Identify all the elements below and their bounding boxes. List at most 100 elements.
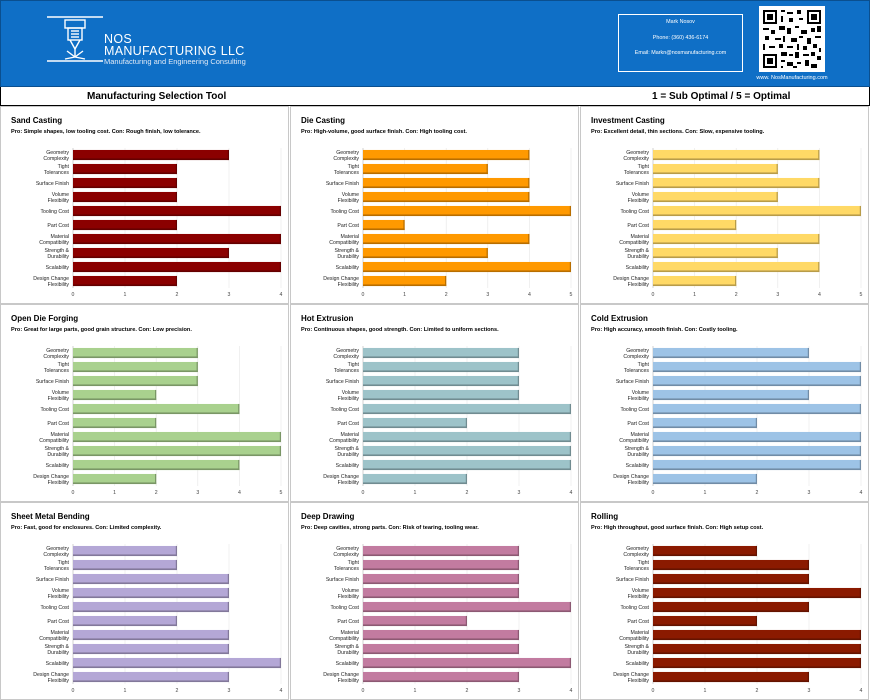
bar-edge bbox=[227, 587, 229, 599]
bar[interactable] bbox=[73, 417, 157, 429]
bar[interactable] bbox=[363, 275, 447, 287]
bar[interactable] bbox=[73, 657, 281, 669]
bar[interactable] bbox=[363, 347, 519, 359]
bar[interactable] bbox=[73, 191, 177, 203]
bar-shadow bbox=[653, 454, 861, 457]
bar[interactable] bbox=[73, 275, 177, 287]
bar[interactable] bbox=[73, 261, 281, 273]
bar[interactable] bbox=[73, 149, 229, 161]
bar[interactable] bbox=[73, 573, 229, 585]
bar[interactable] bbox=[653, 403, 861, 415]
bar[interactable] bbox=[73, 375, 198, 387]
bar[interactable] bbox=[653, 473, 757, 485]
bar[interactable] bbox=[653, 587, 861, 599]
bar[interactable] bbox=[363, 233, 530, 245]
bar[interactable] bbox=[653, 459, 861, 471]
bar[interactable] bbox=[73, 671, 229, 683]
bar[interactable] bbox=[363, 643, 519, 655]
bar[interactable] bbox=[653, 275, 737, 287]
bar[interactable] bbox=[363, 361, 519, 373]
category-label: Flexibility bbox=[48, 396, 70, 402]
bar[interactable] bbox=[73, 643, 229, 655]
bar[interactable] bbox=[73, 587, 229, 599]
bar[interactable] bbox=[653, 545, 757, 557]
bar[interactable] bbox=[363, 559, 519, 571]
bar[interactable] bbox=[653, 149, 820, 161]
bar[interactable] bbox=[363, 417, 467, 429]
qr-code-icon[interactable] bbox=[759, 6, 825, 72]
bar[interactable] bbox=[653, 375, 861, 387]
bar[interactable] bbox=[653, 347, 809, 359]
bar[interactable] bbox=[363, 671, 519, 683]
bar[interactable] bbox=[73, 615, 177, 627]
bar[interactable] bbox=[363, 657, 571, 669]
bar[interactable] bbox=[653, 417, 757, 429]
bar[interactable] bbox=[73, 219, 177, 231]
bar[interactable] bbox=[363, 445, 571, 457]
bar[interactable] bbox=[363, 177, 530, 189]
bar[interactable] bbox=[653, 389, 809, 401]
bar[interactable] bbox=[363, 545, 519, 557]
bar[interactable] bbox=[73, 347, 198, 359]
bar[interactable] bbox=[73, 177, 177, 189]
bar[interactable] bbox=[653, 615, 757, 627]
bar[interactable] bbox=[73, 473, 157, 485]
bar[interactable] bbox=[73, 163, 177, 175]
bar[interactable] bbox=[363, 459, 571, 471]
bar[interactable] bbox=[653, 559, 809, 571]
bar[interactable] bbox=[653, 177, 820, 189]
bar[interactable] bbox=[653, 219, 737, 231]
bar[interactable] bbox=[653, 671, 809, 683]
category-label: Complexity bbox=[43, 156, 69, 162]
bar[interactable] bbox=[363, 573, 519, 585]
bar[interactable] bbox=[73, 389, 157, 401]
bar[interactable] bbox=[363, 403, 571, 415]
bar[interactable] bbox=[653, 657, 861, 669]
bar[interactable] bbox=[653, 445, 861, 457]
bar[interactable] bbox=[653, 361, 861, 373]
bar[interactable] bbox=[363, 601, 571, 613]
bar[interactable] bbox=[73, 233, 281, 245]
bar[interactable] bbox=[363, 219, 405, 231]
bar[interactable] bbox=[73, 459, 240, 471]
bar[interactable] bbox=[653, 261, 820, 273]
bar[interactable] bbox=[363, 473, 467, 485]
bar[interactable] bbox=[73, 445, 281, 457]
bar-edge bbox=[227, 601, 229, 613]
bar[interactable] bbox=[363, 389, 519, 401]
chart-subtitle: Pro: High-volume, good surface finish. C… bbox=[301, 129, 467, 135]
bar[interactable] bbox=[653, 629, 861, 641]
bar[interactable] bbox=[73, 601, 229, 613]
bar[interactable] bbox=[363, 191, 530, 203]
bar[interactable] bbox=[73, 205, 281, 217]
bar[interactable] bbox=[363, 163, 488, 175]
bar[interactable] bbox=[363, 629, 519, 641]
contact-email[interactable]: Email: Markn@nosmanufacturing.com bbox=[634, 50, 727, 56]
bar[interactable] bbox=[73, 403, 240, 415]
bar[interactable] bbox=[653, 247, 778, 259]
bar[interactable] bbox=[363, 375, 519, 387]
bar[interactable] bbox=[363, 205, 571, 217]
bar[interactable] bbox=[73, 361, 198, 373]
bar[interactable] bbox=[363, 149, 530, 161]
bar[interactable] bbox=[363, 587, 519, 599]
bar[interactable] bbox=[653, 163, 778, 175]
bar[interactable] bbox=[73, 247, 229, 259]
bar[interactable] bbox=[653, 601, 809, 613]
bar[interactable] bbox=[653, 643, 861, 655]
chart-subtitle: Pro: Great for large parts, good grain s… bbox=[11, 327, 192, 333]
bar[interactable] bbox=[653, 205, 861, 217]
bar[interactable] bbox=[653, 191, 778, 203]
bar[interactable] bbox=[653, 431, 861, 443]
bar[interactable] bbox=[363, 431, 571, 443]
website-link[interactable]: www. NosManufacturing.com bbox=[756, 75, 828, 81]
bar[interactable] bbox=[73, 431, 281, 443]
bar[interactable] bbox=[73, 559, 177, 571]
bar[interactable] bbox=[363, 261, 571, 273]
bar[interactable] bbox=[363, 615, 467, 627]
bar[interactable] bbox=[73, 629, 229, 641]
bar[interactable] bbox=[653, 233, 820, 245]
bar[interactable] bbox=[653, 573, 809, 585]
bar[interactable] bbox=[363, 247, 488, 259]
bar[interactable] bbox=[73, 545, 177, 557]
